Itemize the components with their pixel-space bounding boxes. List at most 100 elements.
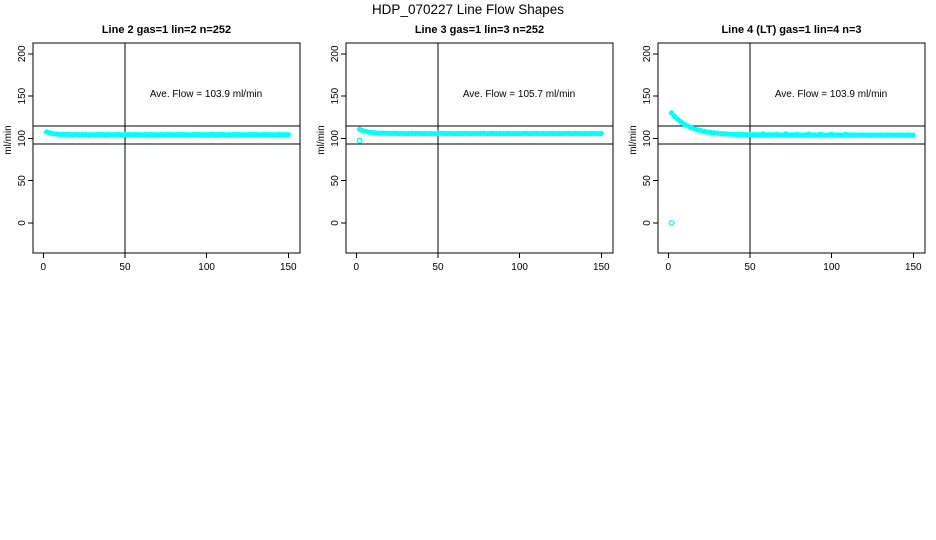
data-point [730,131,737,137]
data-point [454,130,461,137]
data-point [438,130,444,136]
data-point [533,130,539,137]
data-point [881,132,887,138]
data-point [415,130,422,137]
data-point [164,131,171,138]
y-tick-label: 50 [330,175,341,187]
data-point [145,131,151,138]
data-point [675,116,681,123]
outlier-point [668,219,675,226]
data-point [481,130,487,136]
data-point [891,132,897,138]
data-point [513,130,520,137]
panel-title: Line 4 (LT) gas=1 lin=4 n=3 [721,24,861,36]
data-point [516,130,523,137]
data-point [750,131,756,138]
plot-box [657,42,926,254]
data-point [592,130,598,137]
data-point [494,130,500,137]
data-point [520,130,526,137]
data-point [572,130,578,137]
data-point [47,130,53,136]
data-point [536,130,542,137]
page-title: HDP_070227 Line Flow Shapes [372,2,564,17]
data-point [132,131,138,138]
data-point [556,130,562,137]
data-point [704,129,711,135]
data-point [753,132,760,138]
data-point [50,130,56,137]
data-point [595,130,601,137]
plot-box [345,42,614,254]
data-point [717,130,724,137]
data-point [63,131,69,138]
x-tick-label: 100 [511,262,528,273]
data-point [817,131,823,137]
data-point [256,132,262,138]
data-point [230,131,236,138]
data-point [812,132,819,138]
data-point [461,130,467,137]
data-point [562,130,569,137]
x-tick-label: 0 [354,262,360,273]
y-tick-label: 100 [642,130,653,147]
data-point [118,132,125,138]
data-point [105,131,112,138]
x-tick-label: 100 [198,262,215,273]
data-point [83,131,89,138]
data-point [835,132,841,138]
data-point [141,131,148,138]
data-point [435,130,441,137]
data-point [89,131,96,138]
data-point [471,130,477,137]
y-tick-label: 100 [17,130,28,147]
data-point [477,130,484,137]
data-point [559,130,565,137]
data-point [490,130,497,137]
data-point [128,131,135,138]
data-point [43,129,50,135]
data-point [151,131,158,138]
data-point [422,130,428,137]
data-point [552,130,559,137]
x-tick-label: 0 [666,262,672,273]
data-point [799,132,805,138]
data-point [233,131,239,138]
data-point [497,130,503,137]
data-point [252,131,259,138]
data-point [441,130,448,137]
data-point [207,131,213,138]
data-point [53,131,60,137]
data-point [672,113,678,120]
data-point [236,131,242,138]
data-point [138,132,144,138]
data-series-band [669,110,916,138]
data-point [376,130,382,136]
data-point [66,131,73,138]
data-point [724,131,730,137]
data-point [708,129,714,136]
data-point [848,132,854,138]
data-point [907,132,913,138]
data-point [243,131,249,138]
data-point [177,131,184,138]
x-tick-label: 150 [280,262,297,273]
data-point [734,131,740,138]
data-point [464,130,471,137]
data-point [383,130,389,136]
data-point [588,130,595,137]
y-tick-label: 200 [642,45,653,62]
data-point [744,131,750,138]
data-point [740,131,747,138]
data-point [458,130,464,137]
y-tick-label: 150 [330,87,341,104]
data-point [379,130,386,136]
data-point [871,132,877,138]
y-tick-label: 0 [17,220,28,226]
data-point [507,130,513,137]
data-point [526,130,533,137]
data-point [549,130,556,137]
data-point [115,131,122,138]
data-point [76,131,82,138]
